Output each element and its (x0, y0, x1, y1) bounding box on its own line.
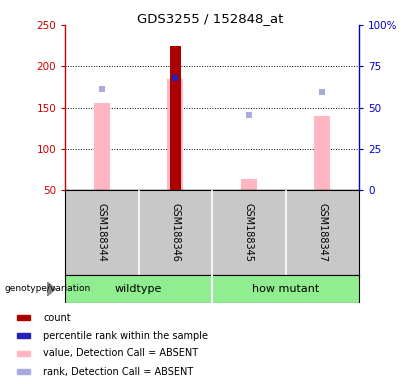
Text: GSM188345: GSM188345 (244, 203, 254, 262)
Polygon shape (47, 282, 56, 296)
Bar (16, 316, 30, 320)
Text: GSM188346: GSM188346 (171, 203, 180, 262)
Text: wildtype: wildtype (115, 284, 162, 294)
Text: GSM188347: GSM188347 (318, 203, 327, 262)
Text: value, Detection Call = ABSENT: value, Detection Call = ABSENT (43, 348, 198, 358)
Text: genotype/variation: genotype/variation (4, 285, 90, 293)
Text: rank, Detection Call = ABSENT: rank, Detection Call = ABSENT (43, 367, 194, 377)
Text: percentile rank within the sample: percentile rank within the sample (43, 331, 208, 341)
Bar (241, 179, 257, 190)
Bar (16, 351, 30, 356)
Text: how mutant: how mutant (252, 284, 319, 294)
Text: GDS3255 / 152848_at: GDS3255 / 152848_at (137, 12, 283, 25)
Bar (314, 116, 331, 190)
Bar (16, 333, 30, 338)
Bar (16, 369, 30, 374)
Bar (94, 103, 110, 190)
Bar (170, 46, 181, 190)
Text: GSM188344: GSM188344 (97, 203, 107, 262)
Text: count: count (43, 313, 71, 323)
Bar (167, 79, 184, 190)
